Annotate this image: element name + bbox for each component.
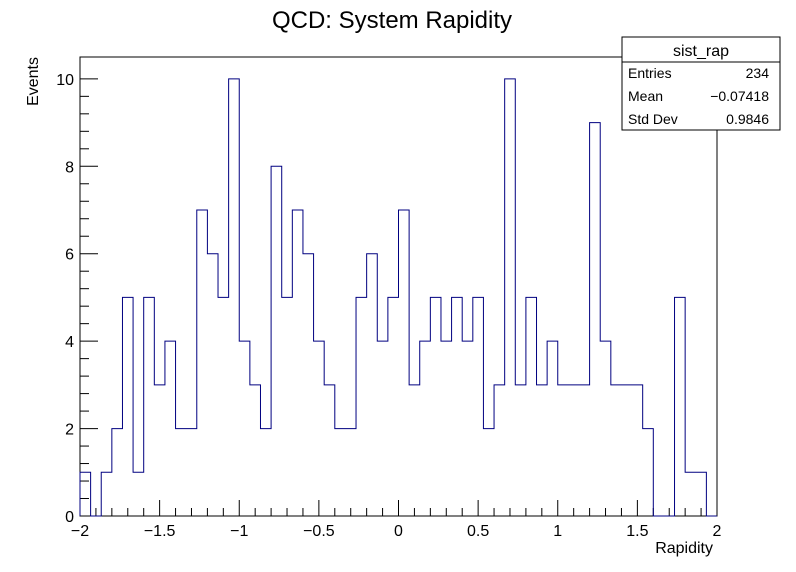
y-tick-label: 8 — [65, 159, 74, 176]
x-tick-label: 0.5 — [467, 523, 489, 540]
y-tick-label: 4 — [65, 334, 74, 351]
y-axis: 0 2 4 6 8 10 — [56, 72, 98, 526]
stats-box-title: sist_rap — [673, 43, 729, 60]
x-tick-label: −1.5 — [144, 523, 176, 540]
stats-box-frame — [621, 36, 781, 131]
stats-rows: Entries 234 Mean −0.07418 Std Dev 0.9846 — [628, 65, 769, 127]
y-tick-label: 0 — [65, 509, 74, 526]
x-tick-label: 1 — [553, 523, 562, 540]
y-axis-label: Events — [25, 57, 42, 106]
x-axis: −2 −1.5 −1 −0.5 0 0.5 1 1.5 2 — [71, 500, 722, 540]
chart-title: QCD: System Rapidity — [272, 7, 512, 34]
stats-row-label: Mean — [628, 88, 663, 104]
stats-row-value: 234 — [746, 65, 770, 81]
y-tick-label: 10 — [56, 72, 74, 89]
x-tick-label: 1.5 — [626, 523, 648, 540]
x-tick-label: −0.5 — [303, 523, 335, 540]
histogram-outline — [79, 78, 717, 517]
x-tick-label: 2 — [713, 523, 722, 540]
stats-row-label: Std Dev — [628, 111, 678, 127]
y-tick-label: 2 — [65, 422, 74, 439]
x-tick-label: 0 — [394, 523, 403, 540]
stats-box: sist_rap Entries 234 Mean −0.07418 Std Dev 0.… — [621, 36, 781, 131]
y-tick-label: 6 — [65, 247, 74, 264]
x-tick-label: −1 — [230, 523, 248, 540]
stats-row-value: −0.07418 — [710, 88, 769, 104]
stats-row-label: Entries — [628, 65, 672, 81]
stats-row-value: 0.9846 — [726, 111, 769, 127]
x-axis-label: Rapidity — [655, 540, 713, 557]
x-tick-label: −2 — [71, 523, 89, 540]
